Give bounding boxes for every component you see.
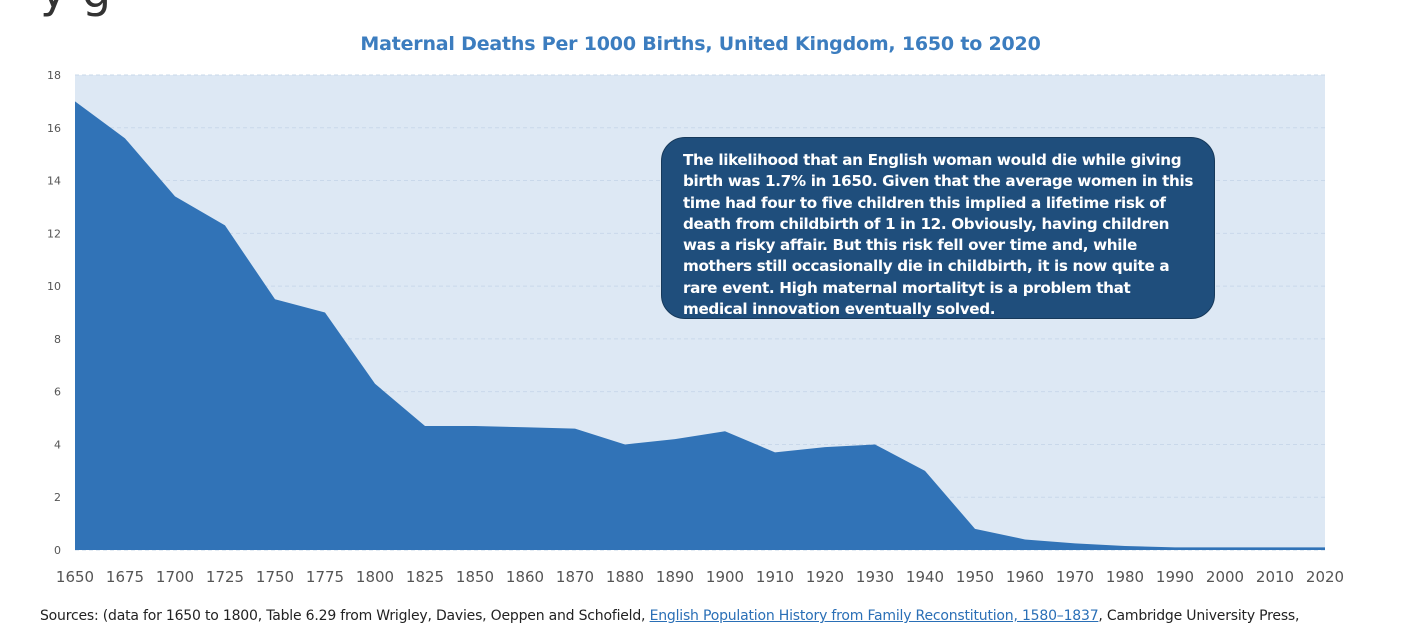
x-tick-label: 2020 [1306, 568, 1344, 586]
x-tick-label: 1960 [1006, 568, 1044, 586]
x-tick-label: 1920 [806, 568, 844, 586]
x-tick-label: 1650 [56, 568, 94, 586]
x-tick-label: 1825 [406, 568, 444, 586]
annotation-callout: The likelihood that an English woman wou… [661, 137, 1215, 319]
x-tick-label: 1725 [206, 568, 244, 586]
x-tick-label: 1970 [1056, 568, 1094, 586]
y-tick-label: 10 [47, 280, 61, 293]
y-tick-label: 2 [54, 491, 61, 504]
sources-note: Sources: (data for 1650 to 1800, Table 6… [40, 608, 1299, 624]
x-tick-label: 1675 [106, 568, 144, 586]
x-tick-label: 1880 [606, 568, 644, 586]
sources-suffix: , Cambridge University Press, [1098, 608, 1300, 624]
x-tick-label: 1870 [556, 568, 594, 586]
y-tick-label: 8 [54, 333, 61, 346]
x-tick-label: 1980 [1106, 568, 1144, 586]
y-tick-label: 0 [54, 544, 61, 557]
x-tick-label: 1750 [256, 568, 294, 586]
page-heading-fragment: y g [40, 0, 111, 18]
y-tick-label: 6 [54, 386, 61, 399]
x-tick-label: 1775 [306, 568, 344, 586]
y-tick-label: 12 [47, 227, 61, 240]
x-tick-label: 1900 [706, 568, 744, 586]
x-tick-label: 1930 [856, 568, 894, 586]
source-book-link[interactable]: English Population History from Family R… [649, 608, 1099, 624]
x-tick-label: 1800 [356, 568, 394, 586]
x-tick-label: 1910 [756, 568, 794, 586]
maternal-deaths-area [75, 101, 1325, 550]
y-tick-label: 14 [47, 175, 61, 188]
x-axis-ticks: 1650 1675 1700 1725 1750 1775 1800 1825 1850 1860… [56, 568, 1344, 586]
y-axis-ticks: 0 2 4 6 8 10 12 14 16 18 [47, 69, 61, 557]
x-tick-label: 1950 [956, 568, 994, 586]
x-tick-label: 1860 [506, 568, 544, 586]
x-tick-label: 2010 [1256, 568, 1294, 586]
sources-prefix: Sources: (data for 1650 to 1800, Table 6… [40, 608, 650, 624]
x-tick-label: 2000 [1206, 568, 1244, 586]
x-tick-label: 1850 [456, 568, 494, 586]
y-tick-label: 18 [47, 69, 61, 82]
x-tick-label: 1890 [656, 568, 694, 586]
x-tick-label: 1700 [156, 568, 194, 586]
x-tick-label: 1940 [906, 568, 944, 586]
y-tick-label: 4 [54, 438, 61, 451]
chart-title: Maternal Deaths Per 1000 Births, United … [360, 33, 1041, 55]
x-tick-label: 1990 [1156, 568, 1194, 586]
y-tick-label: 16 [47, 122, 61, 135]
